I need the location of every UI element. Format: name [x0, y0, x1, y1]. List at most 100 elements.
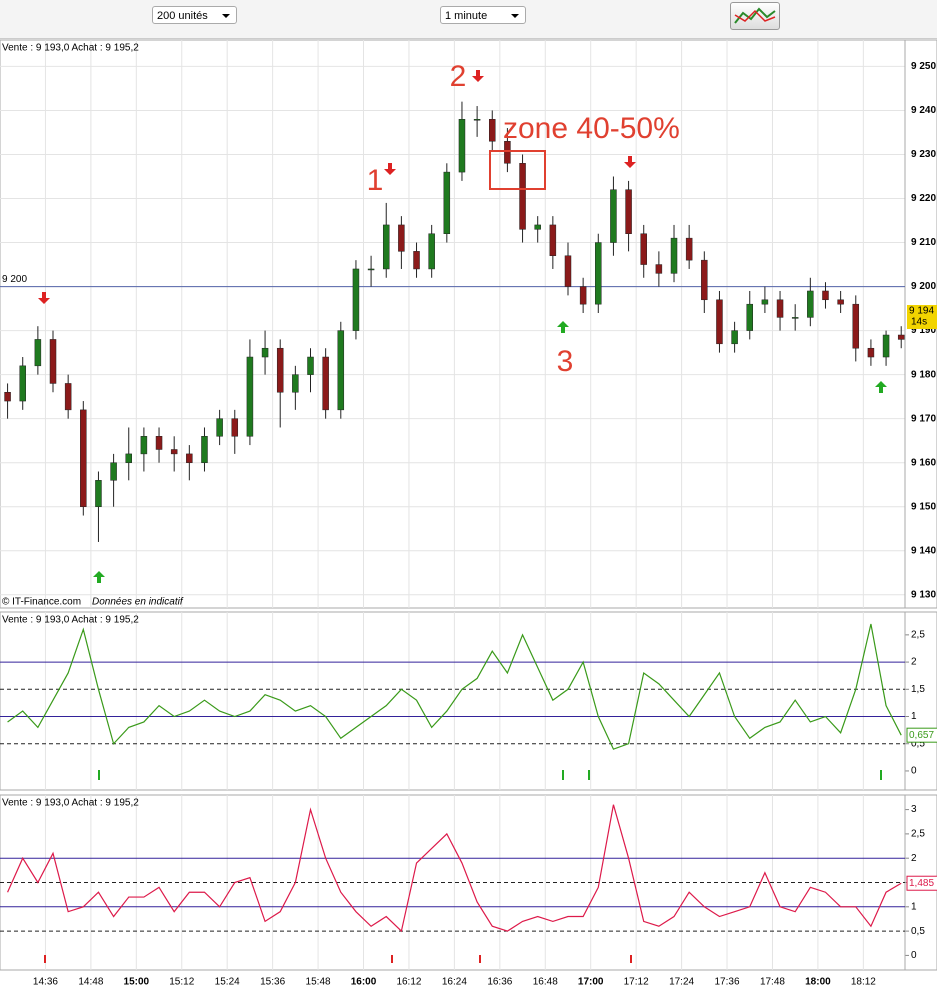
candle-body [216, 418, 223, 437]
candle-body [155, 436, 163, 450]
candle-body [776, 299, 784, 318]
last-value-box [906, 727, 937, 743]
candle-body [716, 299, 723, 345]
candle-body [595, 242, 602, 305]
y-tick-label: 2 [911, 853, 917, 864]
y-tick-label: 0 [911, 766, 917, 777]
candle-body [322, 356, 329, 411]
candle-body [34, 339, 42, 367]
x-tick-label: 16:48 [533, 977, 558, 988]
x-tick-label: 16:00 [351, 977, 377, 988]
quote-label: Vente : 9 193,0 Achat : 9 195,2 [2, 615, 139, 626]
candle-body [640, 233, 647, 265]
x-tick-label: 14:48 [78, 977, 103, 988]
y-tick-label: 9 210 [911, 237, 936, 248]
last-value-label: 1,485 [909, 878, 934, 889]
x-tick-label: 18:12 [851, 977, 876, 988]
interval-select[interactable]: 1 minute [440, 6, 526, 24]
icon-graphic [734, 7, 776, 24]
candle-body [837, 299, 844, 305]
x-tick-label: 16:36 [487, 977, 512, 988]
y-tick-label: 9 160 [911, 457, 936, 468]
candle-body [655, 264, 663, 274]
sell-arrow [38, 292, 50, 304]
x-tick-label: 17:12 [624, 977, 649, 988]
candle-body [822, 290, 829, 301]
candle-body [64, 383, 72, 411]
y-tick-label: 0,5 [911, 738, 925, 749]
candle-body [246, 356, 254, 437]
candle-body [170, 449, 178, 455]
candle-body [549, 224, 557, 257]
annotation: 2 [450, 60, 467, 93]
x-tick-label: 17:00 [578, 977, 604, 988]
last-price-label: 9 194 [909, 306, 934, 317]
buy-arrow [557, 321, 569, 333]
candle-body [746, 303, 753, 331]
candle-body [731, 330, 738, 345]
candle-body [670, 237, 678, 274]
candle-body [791, 317, 799, 319]
candle-body [625, 189, 632, 234]
candle-body [504, 141, 511, 164]
x-tick-label: 17:24 [669, 977, 694, 988]
candle-body [761, 299, 769, 305]
candle-body [564, 255, 572, 287]
y-tick-label: 9 230 [911, 149, 936, 160]
sell-arrow [624, 156, 636, 168]
disclaimer: Données en indicatif [92, 597, 184, 608]
candle-body [382, 224, 390, 270]
candle-body [413, 251, 420, 270]
zone-box [489, 150, 546, 190]
annotation: zone 40-50% [503, 112, 680, 145]
y-tick-label: 9 200 [911, 281, 936, 292]
candle-body [807, 290, 814, 318]
candle-body [367, 268, 375, 271]
y-tick-label: 9 180 [911, 369, 936, 380]
y-tick-label: 9 190 [911, 325, 936, 336]
x-tick-label: 15:24 [215, 977, 240, 988]
y-tick-label: 1 [911, 901, 917, 912]
candle-body [201, 436, 208, 463]
candle-body [579, 286, 587, 305]
tool-icon[interactable] [730, 2, 780, 30]
candle-body [352, 268, 360, 331]
indicator-line [7, 804, 902, 933]
candle-body [19, 365, 26, 402]
y-tick-label: 0,5 [911, 926, 925, 937]
annotation: 3 [557, 345, 574, 378]
y-tick-label: 3 [911, 804, 917, 815]
candle-body [231, 418, 239, 437]
indicator-line [7, 623, 902, 750]
signal-ticks [44, 770, 882, 963]
candle-body [80, 409, 87, 507]
y-tick-label: 1,5 [911, 684, 925, 695]
candle-body [701, 259, 708, 301]
quantity-select[interactable]: 200 unités [152, 6, 237, 24]
y-tick-label: 2 [911, 657, 917, 668]
y-tick-label: 9 150 [911, 501, 936, 512]
x-tick-label: 15:48 [306, 977, 331, 988]
candle-body [443, 171, 451, 234]
annotation: 1 [367, 164, 384, 197]
y-tick-label: 9 250 [911, 61, 936, 72]
last-price-box [907, 304, 937, 329]
x-tick-label: 15:36 [260, 977, 285, 988]
candle-body [685, 237, 693, 261]
buy-arrow [93, 571, 105, 583]
y-tick-label: 9 240 [911, 105, 936, 116]
panel-frame [0, 611, 937, 791]
candle-body [140, 436, 148, 455]
sell-arrow [472, 70, 484, 82]
signal-arrows [38, 70, 887, 583]
x-tick-label: 17:48 [760, 977, 785, 988]
quote-label: Vente : 9 193,0 Achat : 9 195,2 [2, 798, 139, 809]
x-tick-label: 16:24 [442, 977, 467, 988]
candle-body [428, 233, 435, 270]
candle-body [261, 347, 269, 358]
y-tick-label: 9 130 [911, 589, 936, 600]
y-tick-label: 9 170 [911, 413, 936, 424]
candle-body [458, 119, 466, 173]
candle-body [276, 347, 284, 393]
